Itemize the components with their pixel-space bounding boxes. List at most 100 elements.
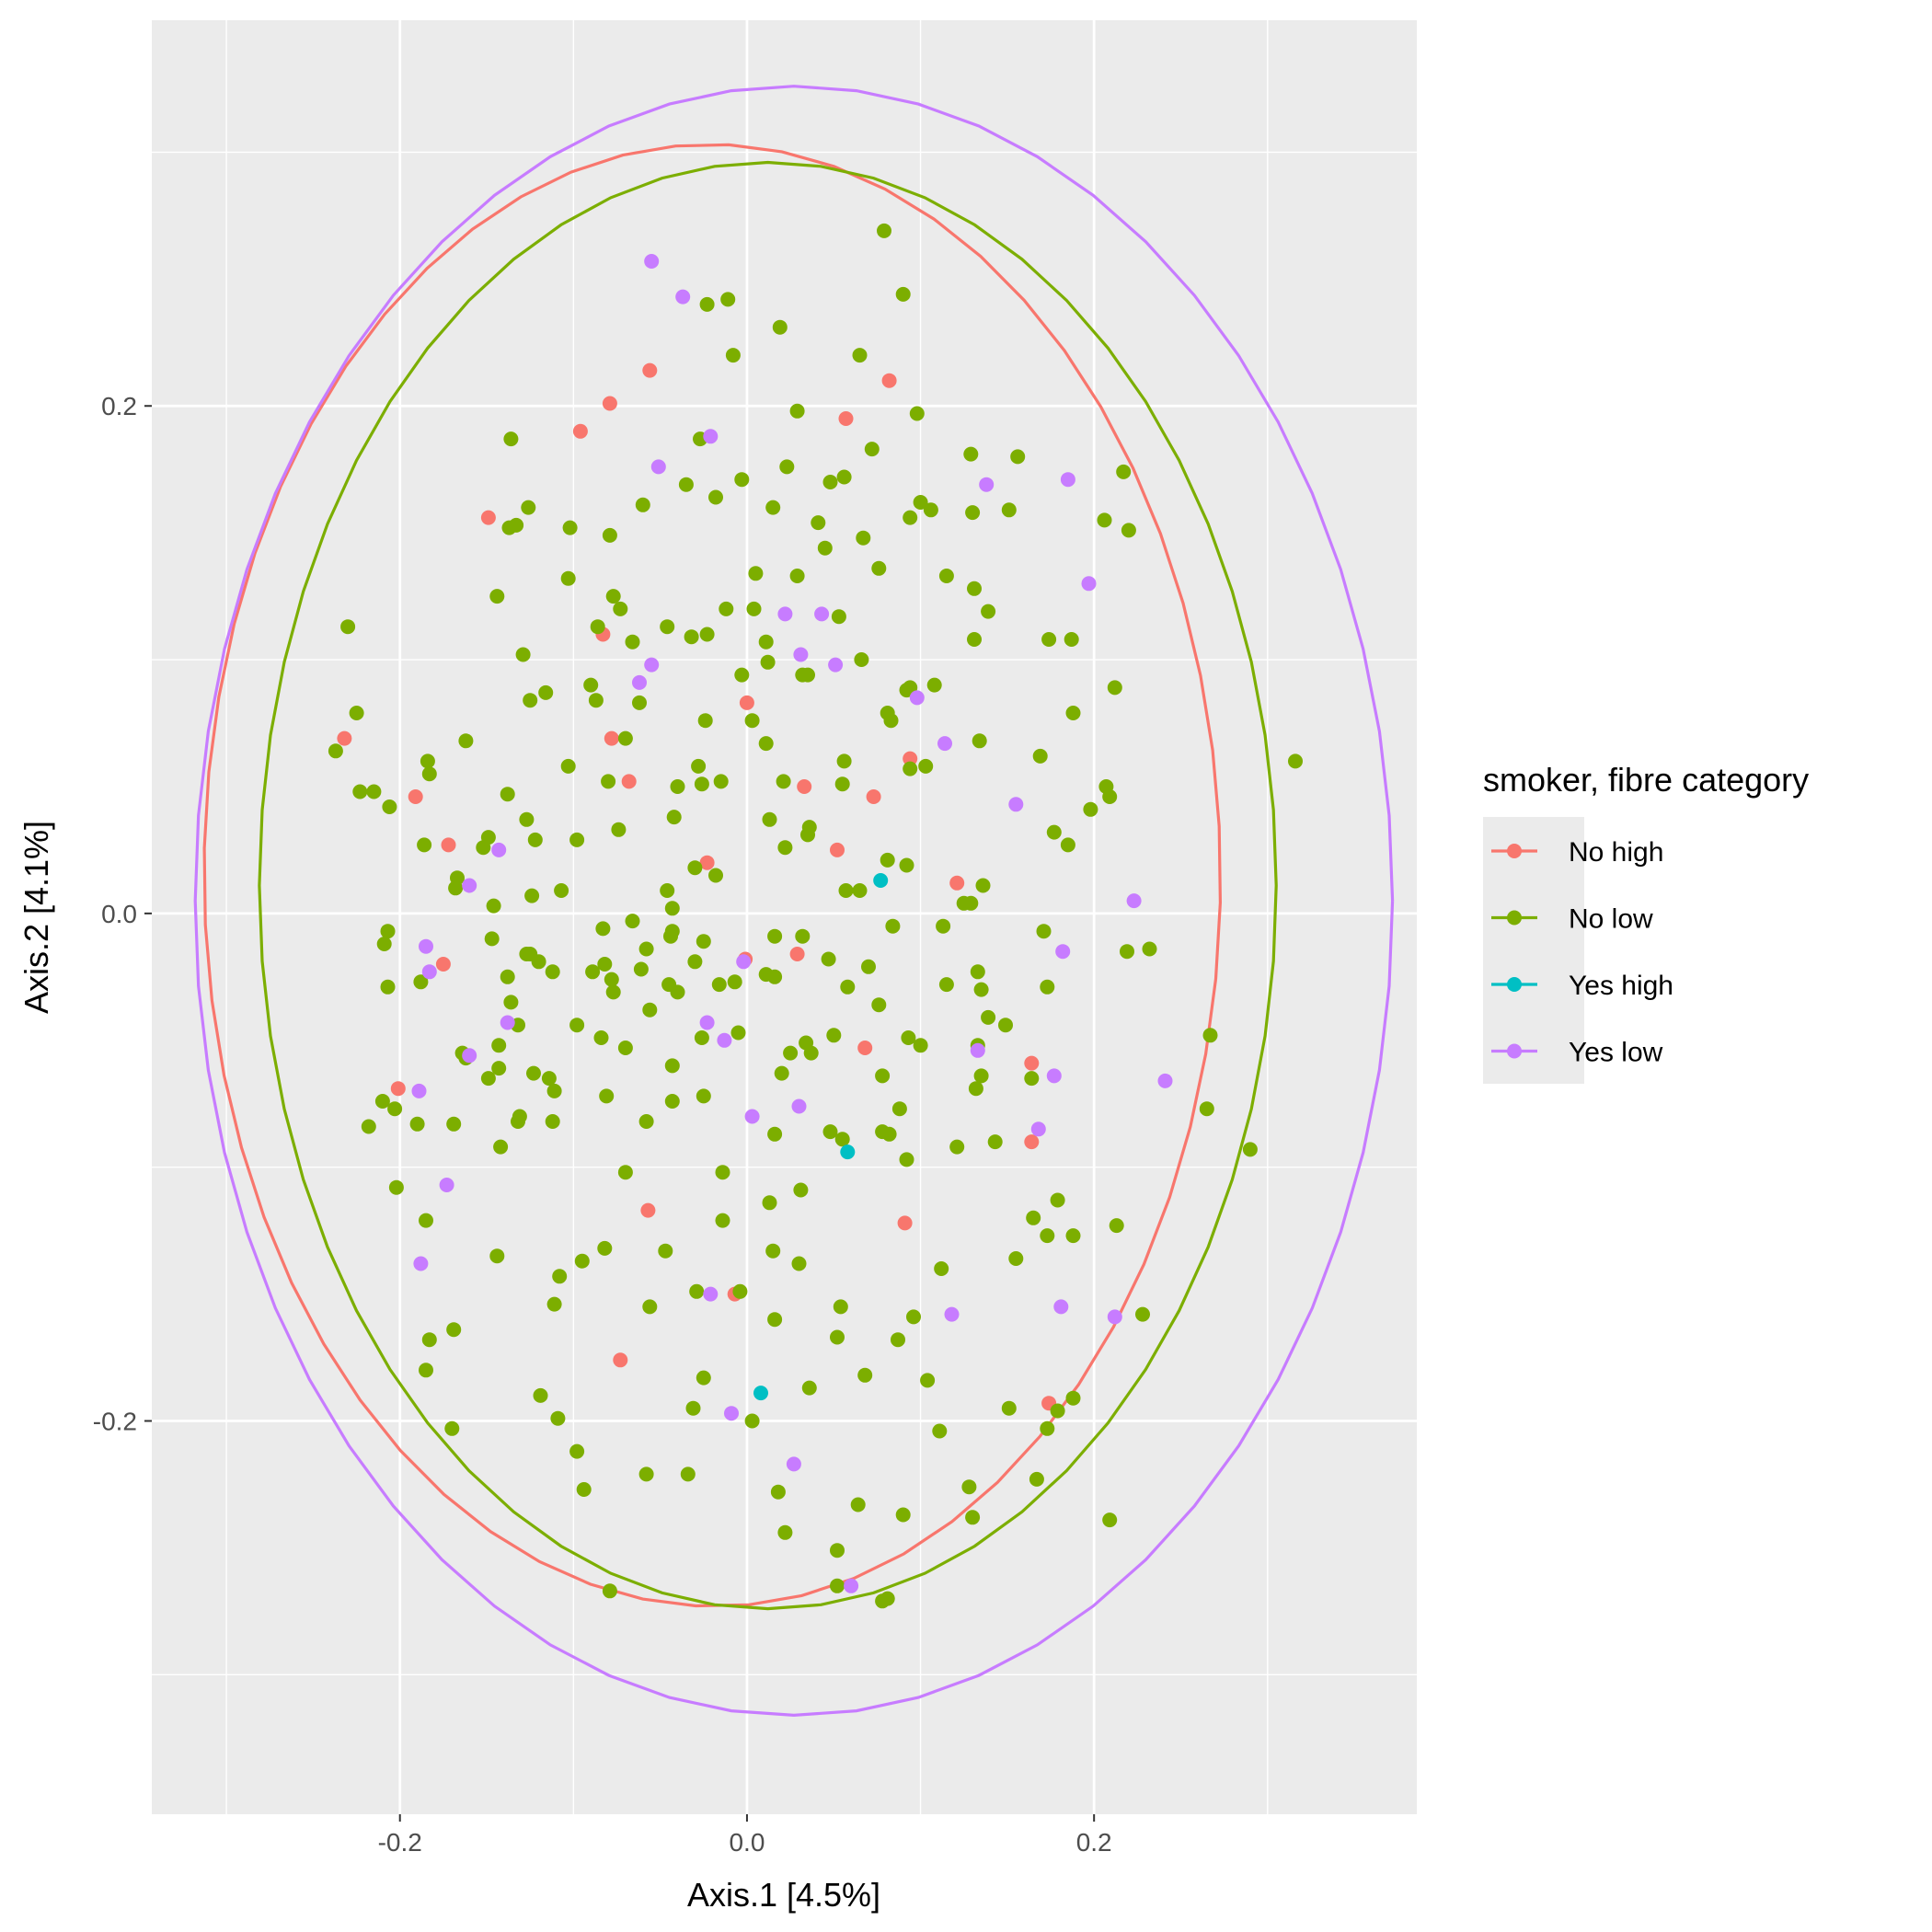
point-yes-low xyxy=(724,1406,739,1421)
point-yes-low xyxy=(744,1109,760,1124)
point-yes-low xyxy=(1081,576,1097,592)
point-no-low xyxy=(1083,801,1098,817)
point-no-high xyxy=(830,842,845,857)
point-yes-low xyxy=(717,1032,732,1048)
point-no-low xyxy=(1109,1218,1124,1234)
point-no-low xyxy=(419,1363,433,1378)
point-no-low xyxy=(694,776,709,792)
point-no-low xyxy=(491,1061,507,1076)
point-no-low xyxy=(795,928,811,944)
legend-point-yes-low xyxy=(1507,1043,1522,1059)
point-yes-low xyxy=(1053,1299,1069,1315)
point-no-low xyxy=(861,959,876,974)
point-no-low xyxy=(604,972,619,987)
point-no-low xyxy=(903,761,918,776)
point-no-low xyxy=(605,589,621,604)
point-no-low xyxy=(500,787,515,802)
point-no-low xyxy=(601,774,616,789)
point-no-low xyxy=(680,1466,696,1482)
point-no-low xyxy=(493,1139,509,1155)
point-no-low xyxy=(746,601,762,616)
point-yes-low xyxy=(1030,1121,1046,1137)
point-no-low xyxy=(748,566,764,581)
point-no-low xyxy=(789,403,805,419)
point-no-low xyxy=(664,901,680,916)
point-no-low xyxy=(340,619,356,635)
point-no-low xyxy=(776,774,791,789)
data-points xyxy=(328,223,1303,1609)
y-tick-label: 0.2 xyxy=(101,392,137,420)
point-no-high xyxy=(621,774,637,789)
point-no-low xyxy=(670,779,685,794)
point-no-low xyxy=(550,1410,566,1426)
point-no-low xyxy=(569,1018,585,1033)
point-no-low xyxy=(554,883,569,898)
point-no-low xyxy=(352,784,368,799)
point-no-low xyxy=(734,667,750,683)
point-yes-low xyxy=(500,1015,515,1030)
point-no-low xyxy=(965,505,981,521)
point-no-low xyxy=(765,1243,781,1259)
point-yes-low xyxy=(791,1098,807,1114)
point-yes-low xyxy=(462,878,477,893)
point-no-high xyxy=(435,957,451,972)
point-no-low xyxy=(576,1482,592,1497)
point-no-low xyxy=(658,1243,673,1259)
point-no-low xyxy=(791,1256,807,1271)
point-no-low xyxy=(666,810,682,825)
point-yes-low xyxy=(703,1286,719,1302)
point-no-low xyxy=(779,459,795,475)
point-no-low xyxy=(382,799,397,814)
point-yes-low xyxy=(844,1578,859,1593)
point-no-high xyxy=(390,1081,406,1097)
point-no-low xyxy=(973,1068,989,1084)
point-no-low xyxy=(409,1116,425,1132)
point-no-low xyxy=(421,766,437,782)
point-no-low xyxy=(500,969,515,984)
point-no-low xyxy=(696,1370,711,1386)
panel-background xyxy=(152,20,1417,1814)
point-no-low xyxy=(328,743,343,759)
point-no-low xyxy=(901,1030,916,1045)
point-no-low xyxy=(448,880,464,896)
point-no-low xyxy=(366,784,382,799)
point-no-low xyxy=(800,667,815,683)
point-yes-high xyxy=(873,873,889,888)
point-no-low xyxy=(1040,1420,1055,1436)
y-tick-label: -0.2 xyxy=(93,1407,137,1435)
point-no-low xyxy=(1041,632,1057,647)
point-no-low xyxy=(762,811,777,827)
point-no-low xyxy=(560,758,576,774)
point-no-low xyxy=(906,1309,921,1325)
point-yes-low xyxy=(421,964,437,980)
point-no-low xyxy=(602,527,617,543)
point-no-low xyxy=(758,736,774,752)
point-no-low xyxy=(826,1028,842,1043)
point-no-low xyxy=(972,733,987,749)
point-no-high xyxy=(613,1352,628,1368)
point-no-low xyxy=(699,627,715,642)
point-no-high xyxy=(857,1041,873,1055)
point-no-low xyxy=(597,957,613,972)
point-no-low xyxy=(1065,1228,1081,1244)
legend: smoker, fibre category No high No low Yes … xyxy=(1483,761,1809,1084)
major-gridlines xyxy=(152,20,1417,1814)
point-no-low xyxy=(973,982,989,997)
point-no-low xyxy=(699,296,715,312)
point-no-low xyxy=(642,1002,658,1018)
point-no-low xyxy=(1288,753,1303,769)
point-no-low xyxy=(1036,924,1052,939)
point-no-high xyxy=(897,1215,913,1231)
point-no-low xyxy=(664,1094,680,1109)
point-no-low xyxy=(374,1094,390,1109)
point-no-low xyxy=(961,1479,977,1495)
point-no-low xyxy=(569,1443,585,1459)
point-no-low xyxy=(822,1124,838,1140)
legend-point-yes-high xyxy=(1507,977,1522,992)
point-no-low xyxy=(934,1261,949,1276)
point-no-low xyxy=(597,1240,613,1256)
point-no-low xyxy=(1116,464,1132,479)
point-no-low xyxy=(380,924,396,939)
point-no-low xyxy=(831,609,846,625)
point-no-low xyxy=(854,652,869,667)
